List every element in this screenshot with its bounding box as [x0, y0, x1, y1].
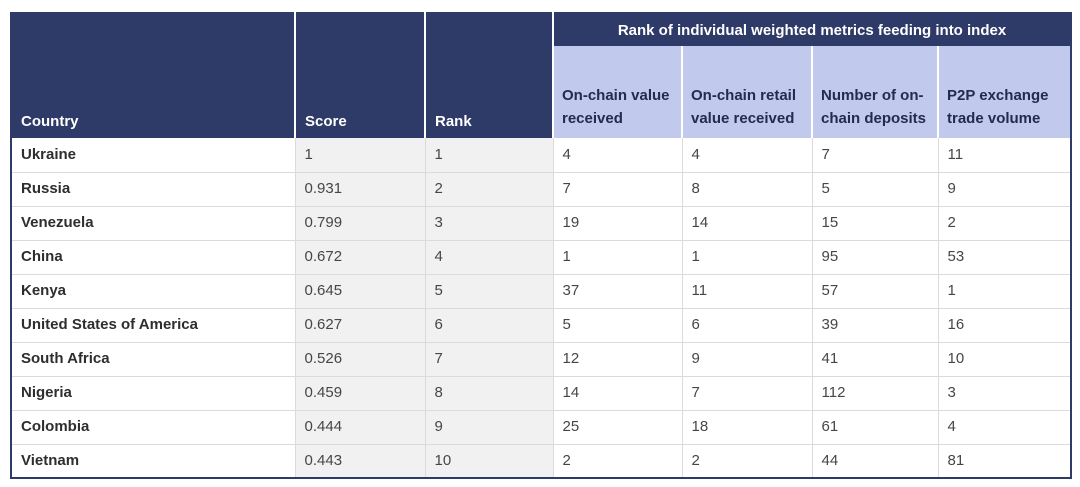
metric-cell: 3 [938, 376, 1072, 411]
metric-cell: 19 [553, 206, 683, 241]
table-body: Ukraine 1 1 4 4 7 11 Russia 0.931 2 7 8 … [11, 138, 1072, 478]
score-cell: 0.443 [295, 444, 426, 478]
score-cell: 0.459 [295, 376, 426, 411]
metric-cell: 5 [812, 172, 939, 207]
score-cell: 0.444 [295, 410, 426, 445]
metric-cell: 7 [682, 376, 813, 411]
column-header-onchain-value-received: On-chain value received [553, 46, 683, 138]
column-header-number-of-onchain-deposits: Number of on-chain deposits [812, 46, 939, 138]
metric-cell: 15 [812, 206, 939, 241]
metric-cell: 2 [553, 444, 683, 478]
rank-cell: 10 [425, 444, 554, 478]
country-cell: Russia [11, 172, 296, 207]
metric-cell: 7 [812, 138, 939, 173]
score-cell: 0.799 [295, 206, 426, 241]
metric-cell: 7 [553, 172, 683, 207]
metric-cell: 44 [812, 444, 939, 478]
crypto-adoption-index-table: Country Score Rank Rank of individual we… [10, 12, 1073, 479]
score-cell: 0.526 [295, 342, 426, 377]
metric-cell: 14 [553, 376, 683, 411]
table-row: Kenya 0.645 5 37 11 57 1 [11, 274, 1072, 309]
table-header: Country Score Rank Rank of individual we… [11, 13, 1072, 138]
metric-cell: 9 [938, 172, 1072, 207]
metric-cell: 14 [682, 206, 813, 241]
header-row-sub: On-chain value received On-chain retail … [11, 46, 1072, 138]
table-row: South Africa 0.526 7 12 9 41 10 [11, 342, 1072, 377]
metric-cell: 4 [938, 410, 1072, 445]
metric-cell: 16 [938, 308, 1072, 343]
score-cell: 1 [295, 138, 426, 173]
table-row: United States of America 0.627 6 5 6 39 … [11, 308, 1072, 343]
rank-cell: 3 [425, 206, 554, 241]
rank-cell: 6 [425, 308, 554, 343]
metric-cell: 41 [812, 342, 939, 377]
rank-cell: 8 [425, 376, 554, 411]
column-header-p2p-exchange-trade-volume: P2P exchange trade volume [938, 46, 1072, 138]
table-row: Ukraine 1 1 4 4 7 11 [11, 138, 1072, 173]
metric-cell: 12 [553, 342, 683, 377]
metric-cell: 2 [682, 444, 813, 478]
metric-cell: 11 [682, 274, 813, 309]
rank-cell: 2 [425, 172, 554, 207]
metric-cell: 11 [938, 138, 1072, 173]
column-header-country: Country [11, 13, 296, 138]
metric-cell: 37 [553, 274, 683, 309]
metric-cell: 53 [938, 240, 1072, 275]
rank-cell: 4 [425, 240, 554, 275]
score-cell: 0.672 [295, 240, 426, 275]
metric-cell: 2 [938, 206, 1072, 241]
column-header-rank: Rank [425, 13, 554, 138]
metric-cell: 81 [938, 444, 1072, 478]
country-cell: Colombia [11, 410, 296, 445]
metric-cell: 1 [682, 240, 813, 275]
metric-cell: 9 [682, 342, 813, 377]
table-row: Vietnam 0.443 10 2 2 44 81 [11, 444, 1072, 478]
header-row-top: Country Score Rank Rank of individual we… [11, 13, 1072, 138]
column-header-onchain-retail-value-received: On-chain retail value received [682, 46, 813, 138]
country-cell: South Africa [11, 342, 296, 377]
metric-cell: 6 [682, 308, 813, 343]
metric-cell: 39 [812, 308, 939, 343]
country-cell: Venezuela [11, 206, 296, 241]
table-row: China 0.672 4 1 1 95 53 [11, 240, 1072, 275]
metric-cell: 4 [553, 138, 683, 173]
metric-cell: 57 [812, 274, 939, 309]
table-row: Nigeria 0.459 8 14 7 112 3 [11, 376, 1072, 411]
column-header-score: Score [295, 13, 426, 138]
metric-cell: 95 [812, 240, 939, 275]
country-cell: Kenya [11, 274, 296, 309]
table-row: Venezuela 0.799 3 19 14 15 2 [11, 206, 1072, 241]
metric-cell: 8 [682, 172, 813, 207]
score-cell: 0.627 [295, 308, 426, 343]
metric-cell: 18 [682, 410, 813, 445]
score-cell: 0.931 [295, 172, 426, 207]
rank-cell: 7 [425, 342, 554, 377]
metric-cell: 5 [553, 308, 683, 343]
country-cell: China [11, 240, 296, 275]
rank-cell: 9 [425, 410, 554, 445]
metric-cell: 61 [812, 410, 939, 445]
country-cell: Vietnam [11, 444, 296, 478]
metric-cell: 10 [938, 342, 1072, 377]
metric-cell: 4 [682, 138, 813, 173]
score-cell: 0.645 [295, 274, 426, 309]
metric-cell: 25 [553, 410, 683, 445]
rank-cell: 1 [425, 138, 554, 173]
metric-cell: 112 [812, 376, 939, 411]
table-row: Russia 0.931 2 7 8 5 9 [11, 172, 1072, 207]
country-cell: Ukraine [11, 138, 296, 173]
table-row: Colombia 0.444 9 25 18 61 4 [11, 410, 1072, 445]
group-header-weighted-metrics: Rank of individual weighted metrics feed… [553, 13, 1072, 46]
country-cell: Nigeria [11, 376, 296, 411]
metric-cell: 1 [553, 240, 683, 275]
rank-cell: 5 [425, 274, 554, 309]
country-cell: United States of America [11, 308, 296, 343]
metric-cell: 1 [938, 274, 1072, 309]
